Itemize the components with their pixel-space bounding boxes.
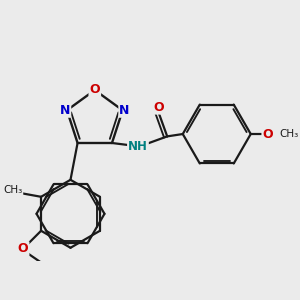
Text: NH: NH (128, 140, 148, 153)
Text: N: N (60, 104, 70, 117)
Text: N: N (119, 104, 130, 117)
Text: CH₃: CH₃ (280, 129, 299, 139)
Text: O: O (89, 83, 100, 96)
Text: O: O (262, 128, 273, 140)
Text: O: O (18, 242, 28, 255)
Text: CH₃: CH₃ (3, 185, 22, 195)
Text: O: O (153, 100, 164, 114)
